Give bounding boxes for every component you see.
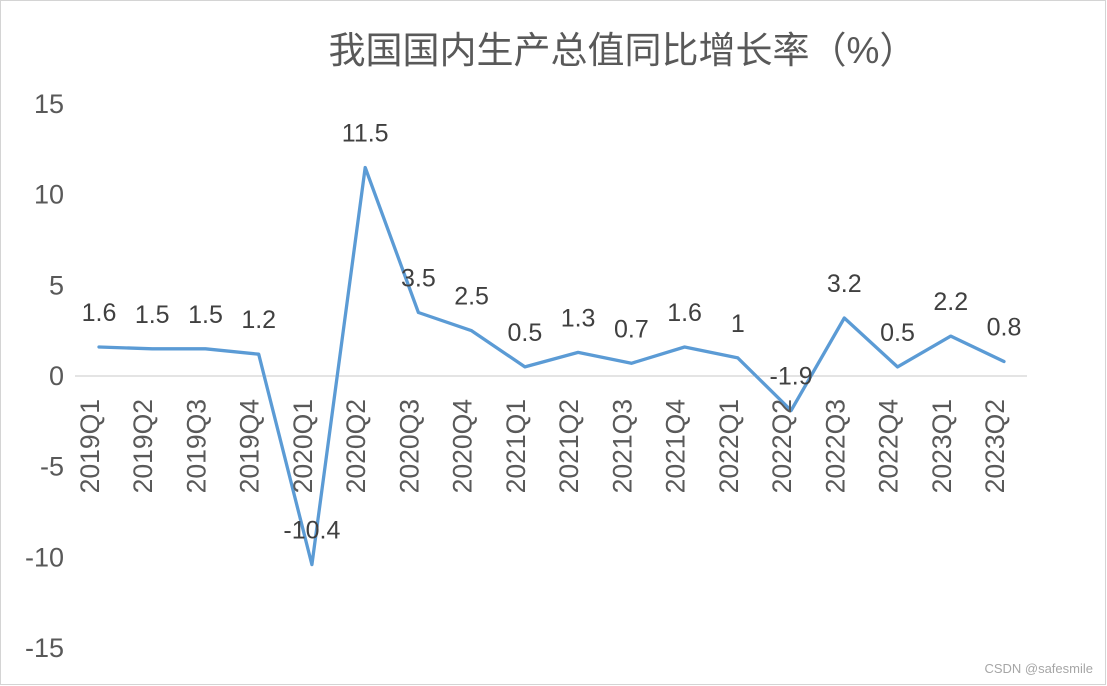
svg-text:10: 10 (34, 180, 64, 210)
svg-text:1: 1 (731, 310, 745, 338)
svg-text:1.6: 1.6 (82, 299, 117, 327)
svg-text:2019Q1: 2019Q1 (75, 399, 105, 493)
svg-text:2021Q1: 2021Q1 (501, 399, 531, 493)
svg-text:2021Q4: 2021Q4 (661, 399, 691, 493)
svg-text:-10: -10 (25, 542, 64, 572)
svg-text:1.3: 1.3 (561, 304, 596, 332)
svg-text:2.2: 2.2 (933, 288, 968, 316)
svg-text:2.5: 2.5 (454, 283, 489, 311)
svg-text:2021Q2: 2021Q2 (554, 399, 584, 493)
svg-text:2019Q4: 2019Q4 (235, 399, 265, 493)
svg-text:0.5: 0.5 (508, 319, 543, 347)
svg-text:0.7: 0.7 (614, 315, 649, 343)
svg-text:-1.9: -1.9 (770, 363, 813, 391)
svg-text:2019Q3: 2019Q3 (182, 399, 212, 493)
svg-text:2022Q1: 2022Q1 (714, 399, 744, 493)
svg-text:-10.4: -10.4 (283, 517, 340, 545)
svg-text:2021Q3: 2021Q3 (607, 399, 637, 493)
svg-text:2022Q3: 2022Q3 (820, 399, 850, 493)
svg-text:2019Q2: 2019Q2 (128, 399, 158, 493)
svg-text:-15: -15 (25, 633, 64, 663)
svg-text:2023Q2: 2023Q2 (980, 399, 1010, 493)
svg-text:1.5: 1.5 (135, 301, 170, 329)
svg-text:0.5: 0.5 (880, 319, 915, 347)
svg-text:2022Q4: 2022Q4 (874, 399, 904, 493)
svg-text:1.6: 1.6 (667, 299, 702, 327)
svg-text:0.8: 0.8 (987, 314, 1022, 342)
svg-text:1.5: 1.5 (188, 301, 223, 329)
svg-text:1.2: 1.2 (241, 306, 276, 334)
svg-text:2020Q2: 2020Q2 (341, 399, 371, 493)
svg-text:2020Q4: 2020Q4 (448, 399, 478, 493)
svg-text:-5: -5 (40, 452, 64, 482)
svg-text:3.5: 3.5 (401, 265, 436, 293)
svg-text:15: 15 (34, 89, 64, 119)
svg-text:0: 0 (49, 361, 64, 391)
svg-text:2020Q1: 2020Q1 (288, 399, 318, 493)
svg-text:2023Q1: 2023Q1 (927, 399, 957, 493)
svg-text:2020Q3: 2020Q3 (394, 399, 424, 493)
svg-text:2022Q2: 2022Q2 (767, 399, 797, 493)
svg-text:3.2: 3.2 (827, 270, 862, 298)
svg-text:5: 5 (49, 270, 64, 300)
svg-text:11.5: 11.5 (342, 120, 389, 148)
